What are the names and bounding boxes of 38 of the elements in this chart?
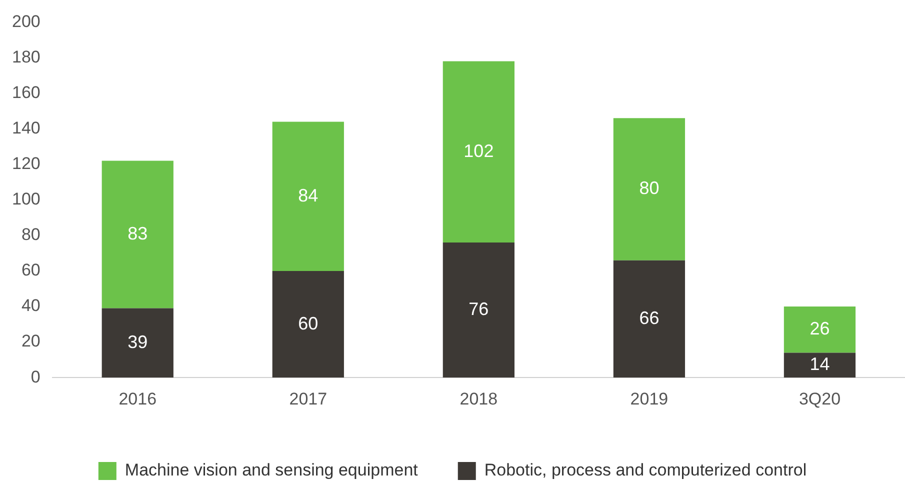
data-label: 80 <box>639 178 660 198</box>
x-tick-label: 2017 <box>289 389 328 408</box>
y-tick-label: 40 <box>21 296 40 316</box>
data-label: 66 <box>639 308 660 328</box>
x-tick-label: 2018 <box>460 389 498 408</box>
data-label: 84 <box>298 185 318 206</box>
y-tick-label: 140 <box>12 118 40 138</box>
y-tick-label: 100 <box>12 190 40 209</box>
legend-label: Machine vision and sensing equipment <box>124 460 418 480</box>
y-tick-label: 60 <box>21 260 40 280</box>
y-tick-label: 160 <box>12 82 40 102</box>
y-tick-label: 180 <box>12 47 40 66</box>
bar <box>272 270 344 378</box>
x-tick-label: 2016 <box>118 389 157 408</box>
data-label: 60 <box>298 313 318 334</box>
data-label: 14 <box>810 354 830 374</box>
bar <box>442 61 514 243</box>
y-tick-label: 0 <box>30 367 40 386</box>
y-tick-label: 20 <box>21 332 40 351</box>
y-tick-label: 80 <box>21 225 40 244</box>
x-tick-label: 2019 <box>630 389 668 408</box>
data-label: 26 <box>810 318 830 339</box>
y-tick-label: 120 <box>12 154 40 174</box>
y-tick-label: 200 <box>12 12 40 31</box>
bar <box>102 308 174 378</box>
bar <box>784 306 856 353</box>
legend-label: Robotic, process and computerized control <box>484 460 807 480</box>
x-tick-label: 3Q20 <box>798 389 841 408</box>
bar <box>442 242 514 378</box>
data-label: 39 <box>128 332 148 352</box>
bar <box>613 260 686 378</box>
bar <box>102 160 174 308</box>
data-label: 102 <box>464 140 494 161</box>
bar <box>272 122 344 271</box>
data-label: 76 <box>468 299 489 320</box>
bar <box>613 118 686 260</box>
bar <box>784 352 856 378</box>
data-label: 83 <box>128 224 148 244</box>
